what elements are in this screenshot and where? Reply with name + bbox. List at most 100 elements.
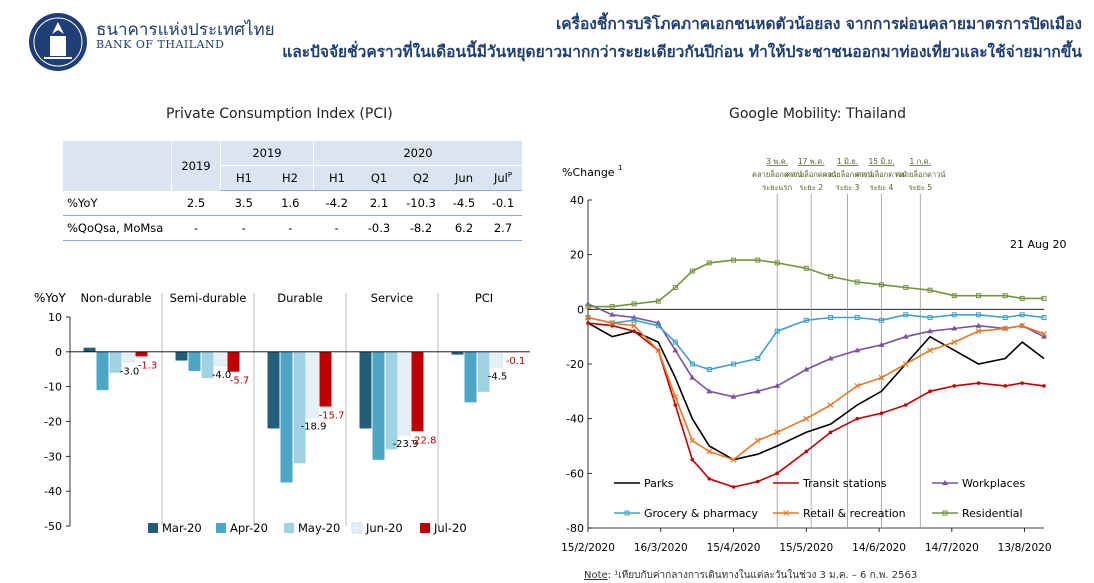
- page-headline: เครื่องชี้การบริโภคภาคเอกชนหดตัวน้อยลง จ…: [202, 10, 1082, 66]
- data-label: -22.8: [411, 435, 437, 446]
- y-axis-label: %YoY: [34, 291, 66, 305]
- data-point: [731, 485, 736, 489]
- y-tick-label: -30: [44, 450, 62, 463]
- bar: [109, 351, 122, 373]
- table-row: %QoQsa, MoMsa - - - - -0.3 -8.2 6.2 2.7: [63, 215, 522, 241]
- data-point: [976, 293, 982, 299]
- table-cell: 2.7: [484, 215, 522, 241]
- bank-name-en: BANK OF THAILAND: [96, 38, 225, 51]
- event-phase: ระยะ 5: [908, 183, 932, 192]
- event-label: คลายล็อกดาวน์: [786, 169, 836, 179]
- headline-line-2: และปัจจัยชั่วคราวที่ในเดือนนี้มีวันหยุดย…: [282, 43, 1082, 61]
- data-label: -18.9: [301, 422, 327, 433]
- data-point: [854, 347, 861, 353]
- pci-table-title: Private Consumption Index (PCI): [166, 106, 393, 122]
- y-tick-label: -20: [566, 358, 584, 371]
- legend-marker: [783, 510, 789, 516]
- table-cell: 1.6: [267, 190, 314, 216]
- data-point: [609, 311, 616, 317]
- data-point: [1041, 331, 1047, 337]
- bar: [306, 351, 319, 418]
- data-label: -5.7: [230, 376, 250, 387]
- sub-header: H1: [220, 165, 267, 191]
- y-tick-label: -40: [566, 413, 584, 426]
- bar: [267, 351, 280, 429]
- y-axis-label: %Change: [562, 166, 615, 179]
- table-cell: -: [267, 215, 314, 241]
- data-point: [1003, 384, 1007, 388]
- data-point: [803, 366, 810, 372]
- y-tick-label: 20: [570, 249, 584, 262]
- category-label: PCI: [475, 291, 493, 305]
- bar: [398, 351, 411, 436]
- data-point: [855, 416, 860, 421]
- data-point: [1019, 322, 1026, 329]
- data-point: [632, 329, 636, 333]
- data-point: [655, 347, 662, 354]
- table-cell: -0.1: [484, 190, 522, 216]
- data-point: [689, 361, 695, 367]
- bar: [451, 351, 464, 355]
- data-point: [803, 317, 809, 323]
- data-label: -23.9: [393, 439, 419, 450]
- header-group-2020: 2020: [313, 141, 522, 166]
- data-point: [803, 415, 810, 422]
- sub-header-jul: JulP: [484, 165, 522, 191]
- header-2019: 2019: [171, 141, 221, 191]
- row-label: %YoY: [63, 190, 172, 216]
- data-point: [706, 366, 712, 372]
- data-point: [1020, 381, 1024, 385]
- data-point: [775, 471, 779, 476]
- event-label: คลายล็อกดาวน์: [752, 169, 802, 179]
- event-label: คลายล็อกดาวน์: [822, 169, 872, 179]
- data-point: [672, 339, 678, 345]
- data-label: -1.3: [138, 360, 158, 371]
- data-point: [976, 312, 982, 318]
- legend-swatch: [216, 523, 226, 533]
- legend-label: Workplaces: [962, 477, 1025, 490]
- y-tick-label: 10: [48, 311, 62, 324]
- category-label: Service: [371, 291, 414, 305]
- data-point: [774, 260, 780, 266]
- data-point: [927, 315, 933, 321]
- data-point: [976, 381, 981, 385]
- data-point: [878, 374, 885, 381]
- event-phase: ระยะแรก: [762, 183, 792, 192]
- data-point: [731, 257, 737, 263]
- data-point: [902, 361, 909, 367]
- sub-header: Q1: [360, 165, 398, 191]
- data-point: [755, 479, 760, 484]
- footnote: Note: ¹เทียบกับค่ากลางการเดินทางในแต่ละว…: [584, 570, 918, 581]
- legend-marker: [624, 510, 630, 516]
- x-tick-label: 14/6/2020: [852, 542, 906, 554]
- data-point: [690, 457, 695, 462]
- bar: [319, 351, 332, 407]
- data-point: [707, 477, 712, 481]
- data-point: [804, 449, 809, 454]
- header-group-2019: 2019: [220, 141, 314, 166]
- data-point: [878, 282, 884, 288]
- data-point: [585, 304, 591, 310]
- legend-label: Jun-20: [365, 521, 403, 535]
- event-date: 1 มิ.ย.: [837, 157, 858, 166]
- end-date-label: 21 Aug 20: [1010, 238, 1066, 251]
- bar: [411, 351, 424, 432]
- data-point: [672, 347, 679, 353]
- bar: [464, 351, 477, 403]
- data-label: -4.0: [212, 370, 232, 381]
- bar: [214, 351, 227, 367]
- y-tick-label: 0: [55, 346, 62, 359]
- legend-label: Grocery & pharmacy: [644, 507, 758, 520]
- data-point: [827, 402, 834, 408]
- legend-swatch: [420, 523, 430, 533]
- legend-label: May-20: [298, 521, 340, 535]
- data-point: [774, 382, 781, 388]
- row-label: %QoQsa, MoMsa: [63, 215, 172, 241]
- event-label: คลายล็อกดาวน์: [856, 169, 906, 179]
- legend-label: Jul-20: [433, 521, 467, 535]
- data-point: [631, 317, 637, 323]
- series-line: [587, 322, 1045, 461]
- headline-line-1: เครื่องชี้การบริโภคภาคเอกชนหดตัวน้อยลง จ…: [555, 15, 1082, 33]
- legend-label: Parks: [644, 477, 674, 490]
- table-cell: -4.5: [444, 190, 484, 216]
